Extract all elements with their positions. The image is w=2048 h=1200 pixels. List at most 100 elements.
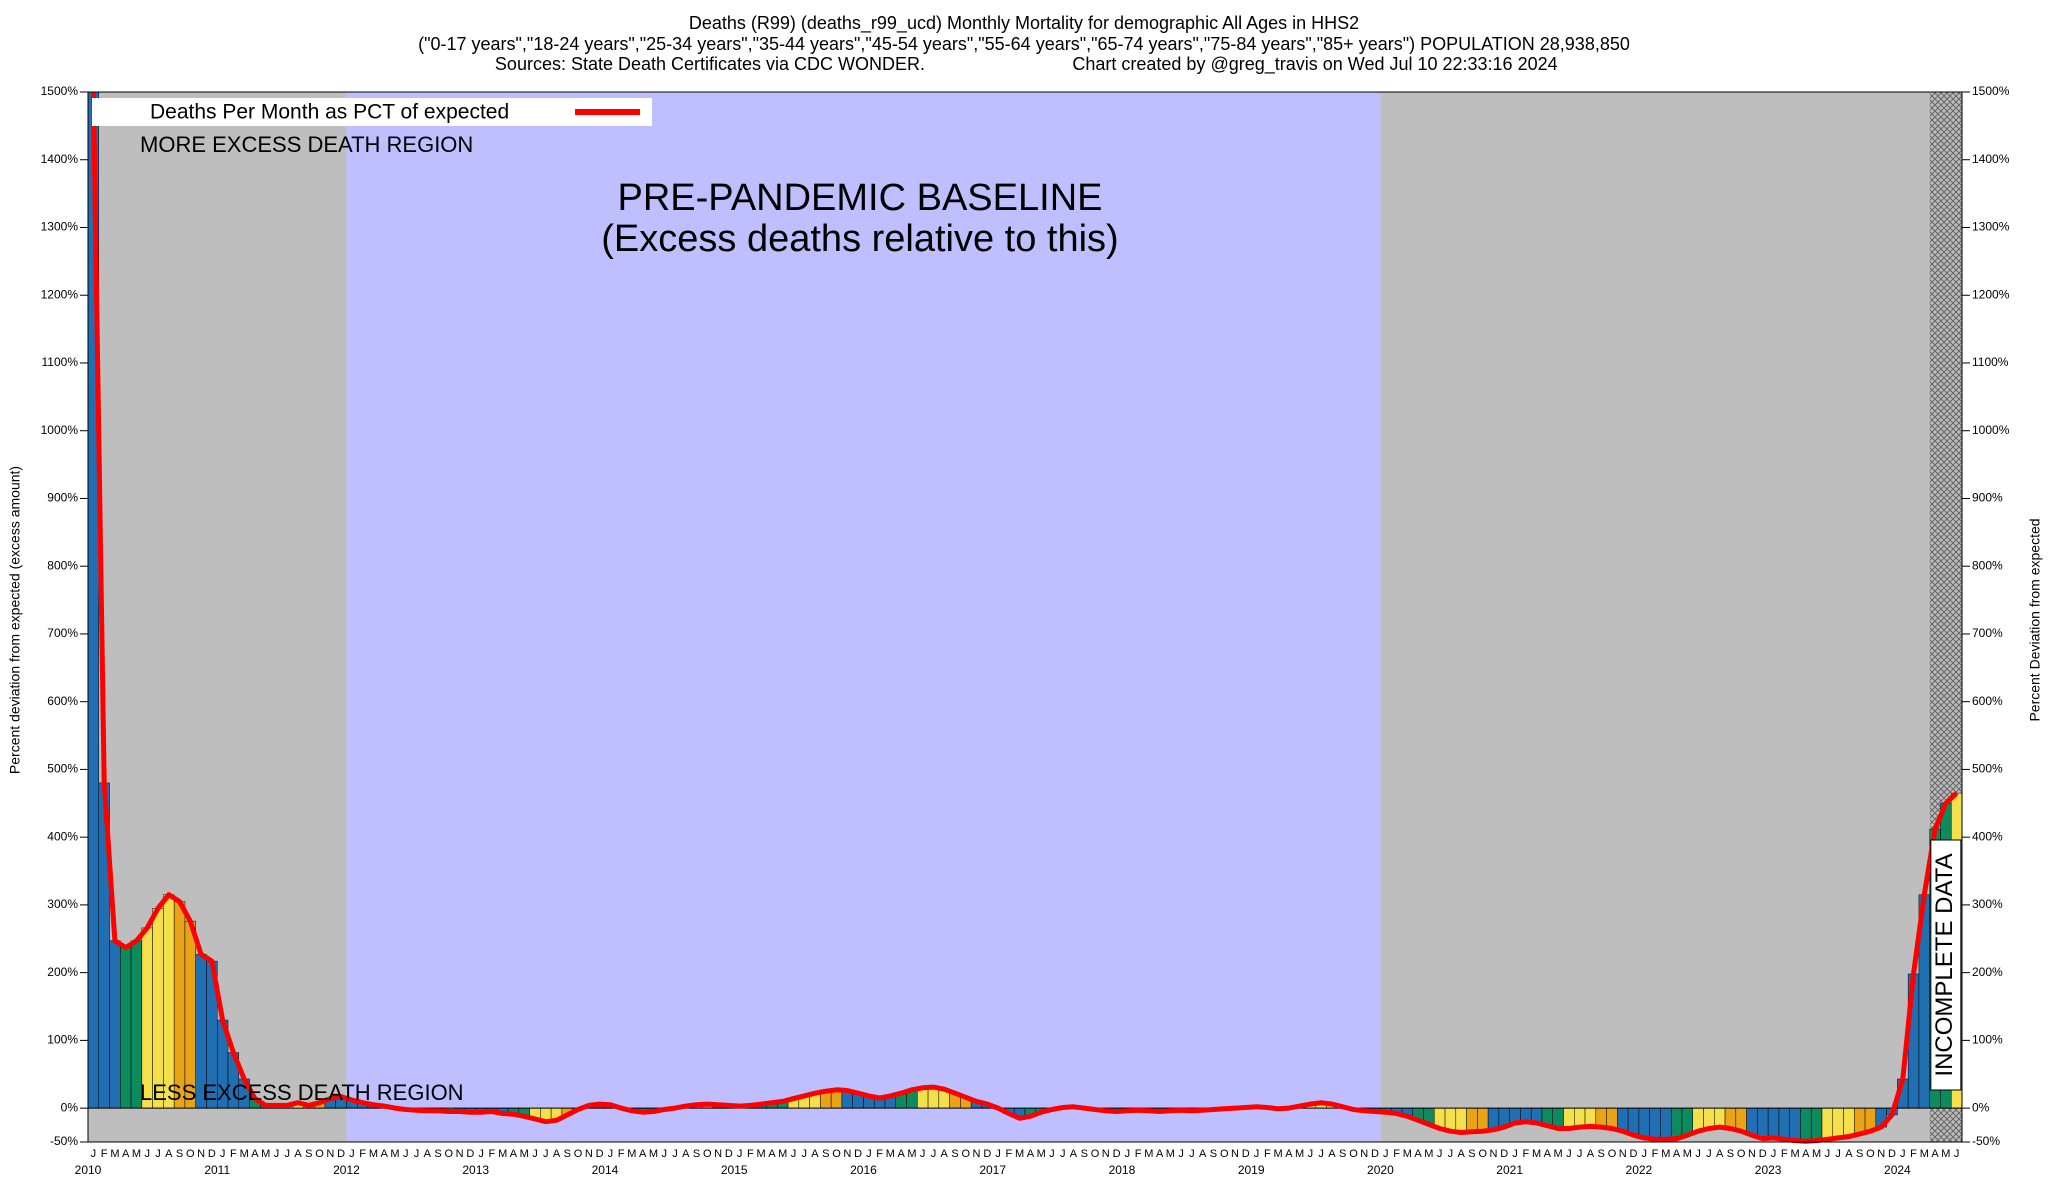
x-tick-label: A xyxy=(1027,1148,1035,1160)
y-tick-label: 1200% xyxy=(41,287,79,301)
x-tick-label: O xyxy=(1608,1148,1617,1160)
bar xyxy=(1810,1107,1823,1141)
x-tick-label: M xyxy=(1661,1148,1670,1160)
x-tick-label: N xyxy=(1102,1148,1110,1160)
bar xyxy=(152,908,164,1109)
x-tick-label: J xyxy=(1448,1148,1454,1160)
y2-tick-label: 500% xyxy=(1972,762,2003,776)
year-label: 2016 xyxy=(850,1163,877,1177)
y2-tick-label: 600% xyxy=(1972,694,2003,708)
x-tick-label: J xyxy=(995,1148,1001,1160)
x-tick-label: J xyxy=(1060,1148,1066,1160)
x-tick-label: M xyxy=(390,1148,399,1160)
annotation: LESS EXCESS DEATH REGION xyxy=(140,1080,464,1105)
x-tick-label: J xyxy=(791,1148,797,1160)
x-tick-label: M xyxy=(110,1148,119,1160)
x-tick-label: O xyxy=(703,1148,712,1160)
x-tick-label: F xyxy=(1005,1148,1012,1160)
x-tick-label: M xyxy=(886,1148,895,1160)
x-tick-label: N xyxy=(1360,1148,1368,1160)
y2-tick-label: 1400% xyxy=(1972,152,2010,166)
y-tick-label: 500% xyxy=(47,762,78,776)
y2-tick-label: 1000% xyxy=(1972,423,2010,437)
x-tick-label: J xyxy=(1318,1148,1324,1160)
y-tick-label: 400% xyxy=(47,829,78,843)
x-tick-label: D xyxy=(1888,1148,1896,1160)
y-tick-label: 600% xyxy=(47,694,78,708)
year-label: 2010 xyxy=(75,1163,102,1177)
x-tick-label: D xyxy=(854,1148,862,1160)
y2-tick-label: 700% xyxy=(1972,626,2003,640)
year-label: 2022 xyxy=(1626,1163,1653,1177)
x-tick-label: N xyxy=(1877,1148,1885,1160)
x-tick-label: A xyxy=(1845,1148,1853,1160)
x-tick-label: N xyxy=(1231,1148,1239,1160)
x-tick-label: O xyxy=(186,1148,195,1160)
x-tick-label: N xyxy=(1619,1148,1627,1160)
x-tick-label: J xyxy=(1835,1148,1841,1160)
x-tick-label: D xyxy=(466,1148,474,1160)
x-tick-label: F xyxy=(1652,1148,1659,1160)
x-tick-label: D xyxy=(1242,1148,1250,1160)
x-tick-label: J xyxy=(144,1148,150,1160)
x-tick-label: J xyxy=(1642,1148,1648,1160)
x-tick-label: A xyxy=(1156,1148,1164,1160)
year-label: 2021 xyxy=(1496,1163,1523,1177)
bar xyxy=(1724,1107,1737,1129)
annotation: INCOMPLETE DATA xyxy=(1931,853,1958,1076)
x-tick-label: J xyxy=(403,1148,409,1160)
x-tick-label: A xyxy=(1199,1148,1207,1160)
x-tick-label: M xyxy=(649,1148,658,1160)
year-label: 2011 xyxy=(204,1163,230,1177)
x-tick-label: M xyxy=(627,1148,636,1160)
x-tick-label: A xyxy=(122,1148,130,1160)
x-tick-label: S xyxy=(1210,1148,1217,1160)
x-tick-label: J xyxy=(1178,1148,1184,1160)
x-tick-label: M xyxy=(1424,1148,1433,1160)
x-tick-label: J xyxy=(91,1148,97,1160)
x-tick-label: M xyxy=(261,1148,270,1160)
year-label: 2017 xyxy=(979,1163,1006,1177)
y-tick-label: 300% xyxy=(47,897,78,911)
year-label: 2012 xyxy=(333,1163,360,1177)
x-tick-label: M xyxy=(1532,1148,1541,1160)
x-tick-label: A xyxy=(1458,1148,1466,1160)
x-tick-label: S xyxy=(1598,1148,1605,1160)
x-tick-label: J xyxy=(1695,1148,1701,1160)
x-tick-label: D xyxy=(1630,1148,1638,1160)
data-line xyxy=(90,91,1959,1144)
x-tick-label: N xyxy=(843,1148,851,1160)
x-tick-label: M xyxy=(1037,1148,1046,1160)
bar xyxy=(1477,1107,1489,1132)
x-tick-label: A xyxy=(165,1148,173,1160)
x-tick-label: J xyxy=(1125,1148,1131,1160)
x-tick-label: M xyxy=(498,1148,507,1160)
x-tick-label: F xyxy=(359,1148,366,1160)
x-tick-label: J xyxy=(1825,1148,1831,1160)
bar xyxy=(173,901,186,1109)
bar xyxy=(1563,1107,1575,1129)
y2-tick-label: 1200% xyxy=(1972,287,2010,301)
year-label: 2020 xyxy=(1367,1163,1394,1177)
annotation: PRE-PANDEMIC BASELINE xyxy=(618,177,1103,219)
y-tick-label: 1500% xyxy=(41,84,79,98)
bar xyxy=(120,947,132,1109)
x-tick-label: M xyxy=(1554,1148,1563,1160)
x-tick-label: J xyxy=(220,1148,226,1160)
x-tick-label: A xyxy=(1716,1148,1724,1160)
x-tick-label: N xyxy=(197,1148,205,1160)
y-tick-label: 800% xyxy=(47,558,78,572)
x-tick-label: F xyxy=(101,1148,108,1160)
x-tick-label: M xyxy=(1812,1148,1821,1160)
plot-frame xyxy=(87,91,1963,1143)
bar xyxy=(1574,1107,1586,1128)
x-tick-label: A xyxy=(1802,1148,1810,1160)
x-tick-label: S xyxy=(305,1148,312,1160)
y-tick-label: 1100% xyxy=(42,355,79,369)
x-tick-label: S xyxy=(693,1148,700,1160)
x-tick-label: O xyxy=(1737,1148,1746,1160)
x-tick-label: M xyxy=(1166,1148,1175,1160)
x-tick-label: M xyxy=(1274,1148,1283,1160)
bar xyxy=(1466,1107,1478,1133)
